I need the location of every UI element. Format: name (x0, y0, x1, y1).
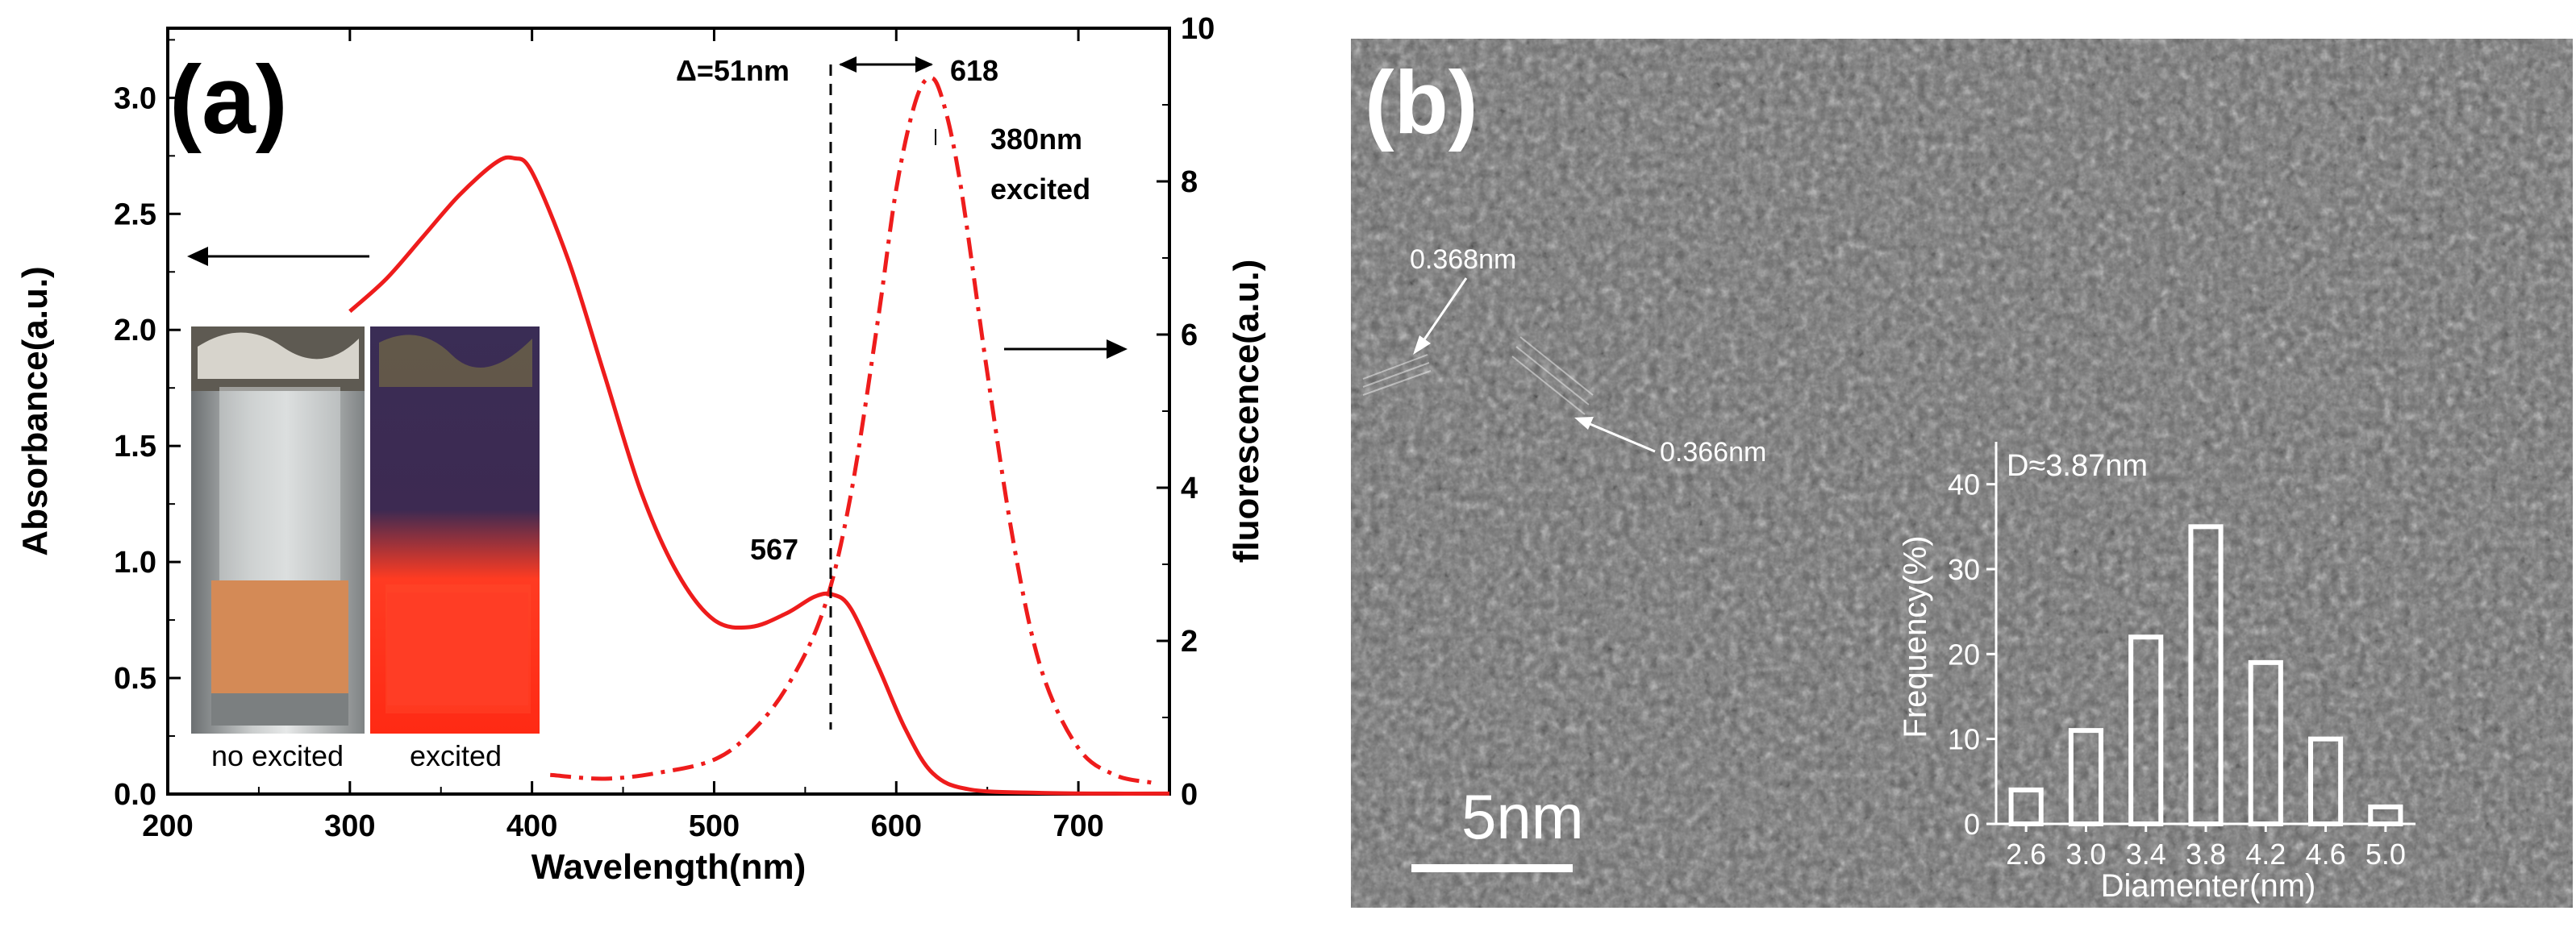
x-tick-label-a-4: 600 (871, 809, 922, 843)
hist-x-title: Diamenter(nm) (2101, 868, 2316, 904)
hist-ticks: 2.6 3.0 3.4 3.8 4.2 4.6 5.0 0 10 20 30 40 (1948, 468, 2406, 871)
inset-photo-excited (370, 326, 540, 734)
inset-photo-no-excited (191, 326, 365, 734)
right-axis-arrow (1004, 339, 1128, 359)
y-left-tick-label-4: 2.0 (114, 314, 156, 347)
hist-y-tick-label-4: 40 (1948, 468, 1980, 501)
delta-label: Δ=51nm (676, 54, 790, 87)
hist-title: D≈3.87nm (2007, 449, 2148, 483)
hist-x-tick-label-0: 2.6 (2006, 838, 2046, 871)
series-group-a (348, 76, 1170, 796)
photo-caption-excited: excited (410, 739, 502, 772)
x-tick-label-a-5: 700 (1052, 809, 1103, 843)
y-right-tick-label-1: 2 (1181, 625, 1198, 659)
series-fluorescence (550, 76, 1152, 785)
left-axis-arrow (187, 247, 369, 266)
series-absorbance (348, 155, 1170, 796)
hist-x-tick-label-4: 4.2 (2245, 838, 2286, 871)
lattice-pointer-2-head (1574, 417, 1594, 430)
y-left-tick-label-6: 3.0 (114, 81, 156, 115)
y-right-tick-label-4: 8 (1181, 165, 1198, 199)
x-axis-title-a: Wavelength(nm) (531, 847, 807, 887)
x-tick-label-a-2: 400 (506, 809, 557, 843)
panel-label-a: (a) (169, 46, 288, 154)
lattice-pointer-1 (1418, 277, 1468, 347)
hist-y-tick-label-1: 10 (1948, 723, 1980, 756)
y-axis-title-left: Absorbance(a.u.) (15, 266, 55, 555)
y-left-tick-label-3: 1.5 (114, 430, 156, 464)
hist-x-tick-label-6: 5.0 (2366, 838, 2406, 871)
y-right-tick-label-0: 0 (1181, 778, 1198, 812)
lattice-pointer-2 (1582, 419, 1656, 453)
y-left-tick-label-1: 0.5 (114, 662, 156, 696)
axis-ticks-a: 200 300 400 500 600 700 0.0 0.5 1.0 1.5 2.0 2.5 3.0 0… (114, 12, 1215, 843)
y-right-tick-label-5: 10 (1181, 12, 1215, 46)
x-tick-label-a-3: 500 (689, 809, 740, 843)
x-tick-label-a-0: 200 (142, 809, 193, 843)
x-tick-label-a-1: 300 (324, 809, 375, 843)
y-right-tick-label-3: 6 (1181, 318, 1198, 352)
y-left-tick-label-5: 2.5 (114, 198, 156, 231)
tem-image (1351, 39, 2573, 908)
hist-x-tick-label-5: 4.6 (2306, 838, 2346, 871)
panel-a: (a) no excited excited 200 300 400 500 600 70… (15, 12, 1266, 887)
hist-x-tick-label-1: 3.0 (2065, 838, 2106, 871)
delta-arrow (839, 56, 936, 145)
y-right-tick-label-2: 4 (1181, 472, 1198, 505)
y-left-tick-label-2: 1.0 (114, 546, 156, 580)
photo-caption-no-excited: no excited (211, 739, 344, 772)
y-axis-title-right: fluorescence(a.u.) (1227, 260, 1266, 563)
scale-bar-label: 5nm (1461, 781, 1584, 852)
lattice-fringes (1362, 336, 1594, 415)
hist-y-tick-label-3: 30 (1948, 553, 1980, 586)
excitation-label-2: excited (990, 173, 1090, 206)
lattice-label-1: 0.368nm (1410, 244, 1516, 275)
panel-b: (b) 0.368nm 0.366nm 5nm 2.6 3.0 3.4 3.8 4.2 4… (1351, 39, 2573, 908)
y-left-tick-label-0: 0.0 (114, 778, 156, 812)
peak-label-618: 618 (950, 54, 998, 87)
panel-label-b: (b) (1365, 53, 1478, 152)
peak-label-567: 567 (750, 533, 798, 566)
lattice-pointer-1-head (1413, 335, 1431, 355)
lattice-label-2: 0.366nm (1660, 437, 1766, 468)
hist-y-tick-label-0: 0 (1964, 808, 1980, 841)
hist-x-tick-label-2: 3.4 (2126, 838, 2166, 871)
excitation-label-1: 380nm (990, 123, 1082, 156)
hist-y-tick-label-2: 20 (1948, 638, 1980, 671)
scale-bar (1411, 864, 1573, 872)
hist-y-title: Frequency(%) (1898, 535, 1933, 738)
hist-x-tick-label-3: 3.8 (2186, 838, 2226, 871)
